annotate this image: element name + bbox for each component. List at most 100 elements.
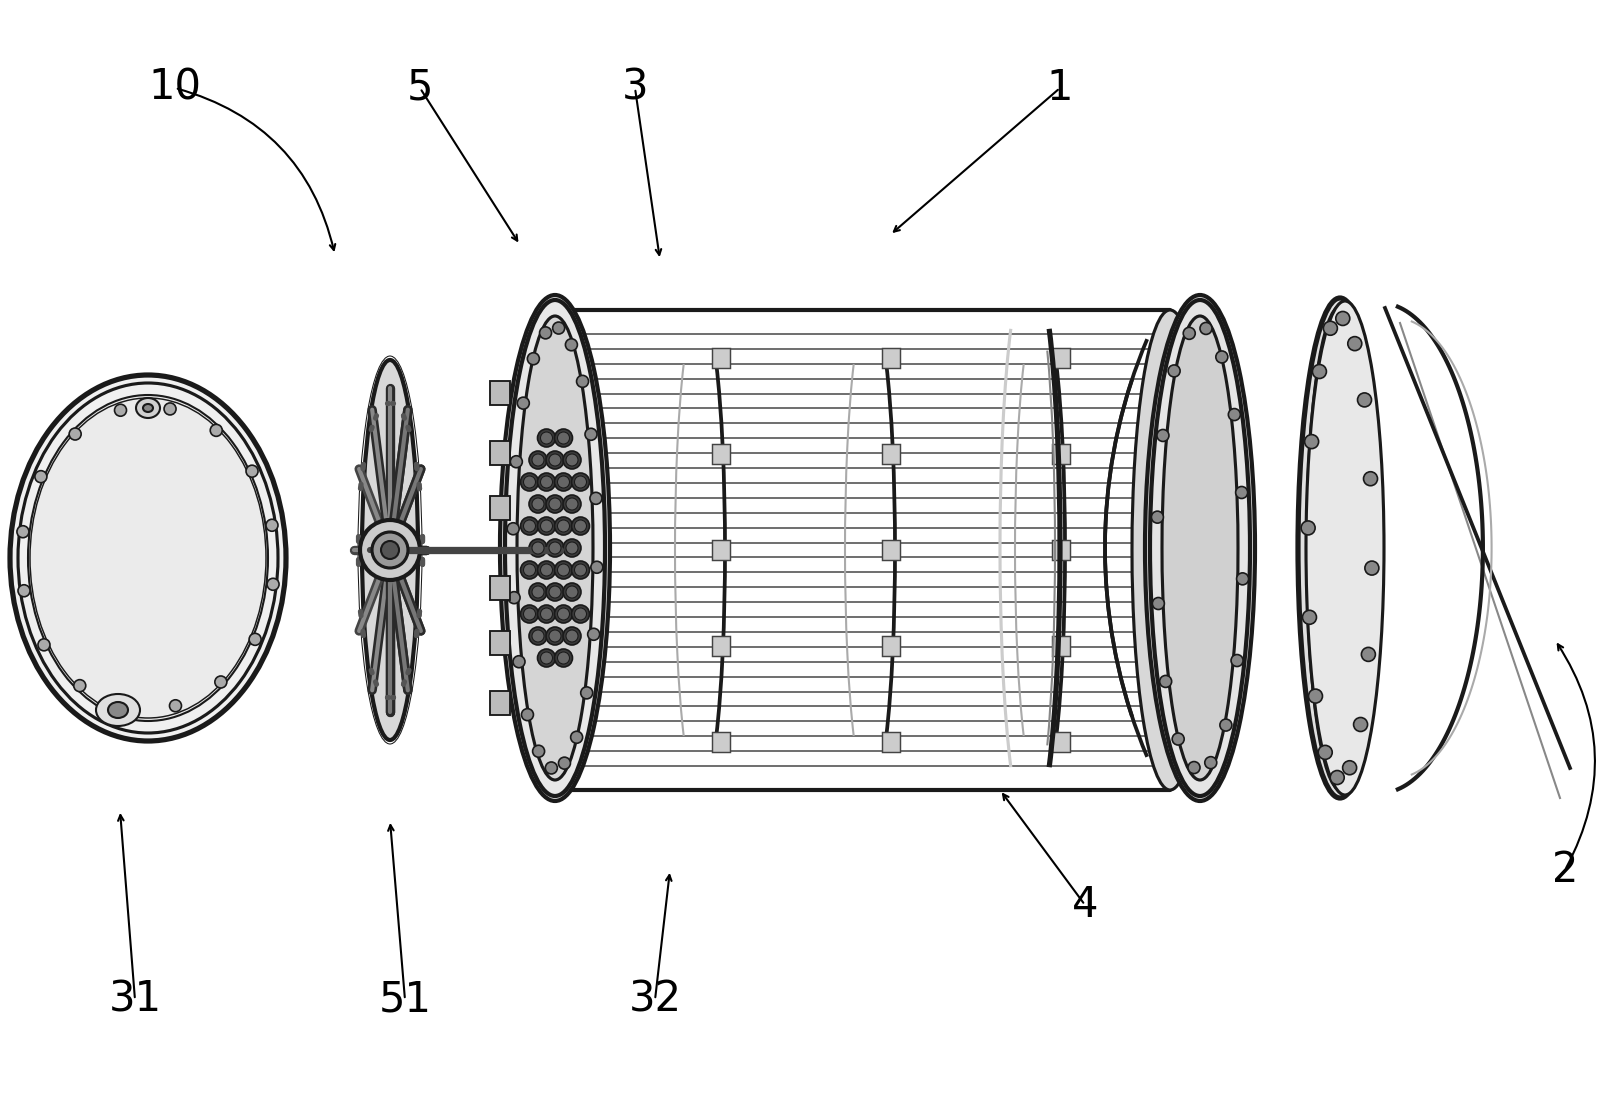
FancyBboxPatch shape	[1052, 540, 1070, 560]
Ellipse shape	[520, 517, 538, 535]
Ellipse shape	[565, 454, 578, 466]
Ellipse shape	[588, 628, 599, 640]
Ellipse shape	[572, 517, 590, 535]
Ellipse shape	[546, 450, 564, 469]
Ellipse shape	[524, 564, 535, 576]
Ellipse shape	[1307, 301, 1384, 795]
Ellipse shape	[362, 360, 417, 740]
Ellipse shape	[1231, 655, 1244, 667]
Ellipse shape	[267, 579, 279, 590]
Ellipse shape	[541, 432, 553, 444]
Ellipse shape	[1182, 328, 1195, 339]
Ellipse shape	[1353, 717, 1368, 731]
Ellipse shape	[546, 583, 564, 601]
Ellipse shape	[266, 520, 279, 531]
Ellipse shape	[1171, 495, 1179, 501]
Text: 31: 31	[108, 979, 161, 1021]
Ellipse shape	[18, 525, 29, 537]
Ellipse shape	[562, 627, 582, 644]
Ellipse shape	[541, 652, 553, 665]
Ellipse shape	[1220, 719, 1232, 731]
Ellipse shape	[1171, 540, 1179, 545]
Ellipse shape	[499, 295, 611, 801]
Ellipse shape	[18, 584, 31, 597]
Ellipse shape	[1168, 365, 1181, 377]
FancyBboxPatch shape	[490, 576, 511, 600]
FancyBboxPatch shape	[490, 496, 511, 520]
Ellipse shape	[538, 649, 556, 667]
FancyBboxPatch shape	[1052, 348, 1070, 368]
Ellipse shape	[504, 300, 606, 796]
Ellipse shape	[557, 652, 570, 665]
Ellipse shape	[1348, 337, 1361, 350]
Ellipse shape	[1365, 561, 1379, 575]
FancyBboxPatch shape	[712, 348, 730, 368]
Ellipse shape	[554, 649, 572, 667]
Ellipse shape	[522, 310, 598, 791]
Ellipse shape	[1308, 689, 1323, 704]
Ellipse shape	[572, 561, 590, 579]
Ellipse shape	[575, 520, 586, 532]
Ellipse shape	[169, 700, 182, 711]
Ellipse shape	[1171, 390, 1179, 397]
FancyBboxPatch shape	[712, 733, 730, 752]
Ellipse shape	[557, 608, 570, 620]
Ellipse shape	[585, 428, 598, 440]
Ellipse shape	[532, 454, 545, 466]
Ellipse shape	[541, 520, 553, 532]
Text: 3: 3	[622, 67, 648, 109]
Ellipse shape	[528, 583, 548, 601]
Ellipse shape	[562, 539, 582, 558]
Ellipse shape	[1313, 365, 1326, 378]
Ellipse shape	[1171, 704, 1179, 709]
Ellipse shape	[1318, 745, 1332, 759]
Ellipse shape	[570, 731, 583, 744]
FancyBboxPatch shape	[1052, 444, 1070, 464]
FancyBboxPatch shape	[1052, 636, 1070, 656]
Ellipse shape	[1171, 361, 1179, 367]
Ellipse shape	[1298, 298, 1382, 798]
Ellipse shape	[527, 352, 540, 365]
Ellipse shape	[1336, 311, 1350, 326]
Ellipse shape	[557, 432, 570, 444]
Ellipse shape	[507, 592, 520, 603]
Text: 5: 5	[406, 67, 433, 109]
Ellipse shape	[359, 520, 420, 580]
Ellipse shape	[557, 476, 570, 488]
Ellipse shape	[1361, 648, 1376, 661]
Ellipse shape	[572, 473, 590, 491]
Ellipse shape	[532, 586, 545, 598]
FancyBboxPatch shape	[490, 442, 511, 465]
Ellipse shape	[565, 339, 577, 351]
FancyBboxPatch shape	[1052, 733, 1070, 752]
Ellipse shape	[39, 639, 50, 651]
Ellipse shape	[246, 465, 258, 477]
Ellipse shape	[380, 541, 400, 559]
Ellipse shape	[1152, 511, 1163, 523]
Ellipse shape	[554, 605, 572, 623]
Ellipse shape	[1160, 676, 1171, 688]
Ellipse shape	[546, 539, 564, 558]
FancyBboxPatch shape	[881, 733, 901, 752]
Ellipse shape	[1171, 734, 1179, 739]
FancyBboxPatch shape	[881, 444, 901, 464]
Ellipse shape	[549, 454, 561, 466]
Ellipse shape	[1171, 584, 1179, 590]
Ellipse shape	[557, 520, 570, 532]
Ellipse shape	[554, 561, 572, 579]
Ellipse shape	[1236, 486, 1247, 498]
Text: 1: 1	[1047, 67, 1073, 109]
Ellipse shape	[511, 456, 522, 467]
Ellipse shape	[1302, 610, 1316, 624]
Ellipse shape	[540, 327, 551, 339]
Ellipse shape	[1133, 310, 1208, 791]
Ellipse shape	[520, 561, 538, 579]
Ellipse shape	[562, 495, 582, 513]
Ellipse shape	[538, 605, 556, 623]
Ellipse shape	[1171, 479, 1179, 486]
Ellipse shape	[580, 687, 593, 699]
Ellipse shape	[562, 583, 582, 601]
Ellipse shape	[554, 429, 572, 447]
Ellipse shape	[1171, 570, 1179, 575]
Text: 32: 32	[628, 979, 681, 1021]
